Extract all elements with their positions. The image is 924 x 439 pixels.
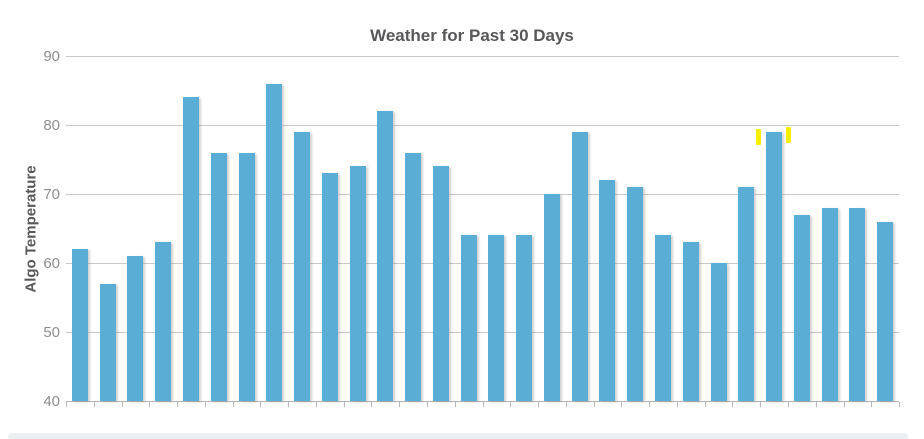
bar-day-13[interactable]	[405, 152, 422, 401]
bar-day-23[interactable]	[682, 242, 699, 401]
bar-day-7[interactable]	[238, 152, 255, 401]
gridline-70	[66, 194, 899, 195]
x-tick	[204, 402, 206, 407]
x-tick	[538, 402, 539, 407]
x-tick	[593, 402, 595, 407]
bar-day-9[interactable]	[294, 131, 310, 401]
bar-day-16[interactable]	[488, 235, 505, 401]
x-tick	[121, 402, 123, 407]
x-tick	[815, 402, 817, 407]
x-tick	[621, 402, 623, 407]
x-tick	[232, 402, 234, 407]
gridline-50	[66, 332, 899, 333]
bar-day-6[interactable]	[210, 152, 227, 401]
x-tick	[787, 402, 789, 407]
bottom-panel-edge	[8, 433, 908, 439]
bar-day-20[interactable]	[599, 180, 616, 401]
bar-day-8[interactable]	[266, 83, 283, 401]
x-tick	[93, 402, 95, 407]
x-tick	[732, 402, 734, 407]
bar-day-2[interactable]	[99, 283, 116, 401]
x-tick	[177, 402, 179, 407]
bar-day-29[interactable]	[849, 207, 866, 401]
y-axis-label: Algo Temperature	[22, 165, 40, 293]
plot-area	[66, 56, 900, 407]
bar-day-10[interactable]	[321, 173, 338, 401]
x-tick	[315, 402, 317, 407]
y-tick-label-90: 90	[43, 48, 60, 65]
y-tick-label-80: 80	[43, 117, 60, 134]
y-tick-label-50: 50	[43, 324, 60, 341]
y-tick-label-60: 60	[43, 255, 60, 272]
bar-day-14[interactable]	[432, 166, 449, 401]
gridline-80	[66, 125, 899, 126]
x-tick	[510, 402, 512, 407]
bar-day-21[interactable]	[627, 187, 644, 401]
bar-day-4[interactable]	[155, 242, 172, 401]
x-tick	[66, 402, 67, 407]
bar-day-25[interactable]	[738, 187, 755, 401]
x-tick	[454, 402, 456, 407]
x-tick	[343, 402, 345, 407]
x-tick	[704, 402, 706, 407]
x-tick	[149, 402, 151, 407]
bar-day-27[interactable]	[793, 214, 810, 401]
x-tick	[288, 402, 290, 407]
bar-day-12[interactable]	[377, 111, 394, 401]
bar-day-19[interactable]	[571, 131, 588, 401]
x-tick	[649, 402, 651, 407]
x-tick	[260, 402, 262, 407]
bar-day-28[interactable]	[821, 207, 838, 401]
gridline-60	[66, 263, 899, 264]
bar-day-15[interactable]	[460, 235, 477, 401]
highlight-dash-right	[785, 126, 791, 143]
bar-day-11[interactable]	[349, 166, 366, 401]
x-tick	[899, 402, 900, 407]
gridline-40	[66, 401, 899, 402]
bar-day-30[interactable]	[877, 221, 894, 401]
y-tick-label-40: 40	[43, 393, 60, 410]
x-tick	[482, 402, 484, 407]
x-tick	[565, 402, 567, 407]
y-tick-label-70: 70	[43, 186, 60, 203]
bar-day-18[interactable]	[543, 194, 560, 401]
x-tick	[871, 402, 873, 407]
bar-day-17[interactable]	[516, 235, 533, 401]
highlight-dash-left	[756, 128, 761, 145]
bar-day-26[interactable]	[766, 131, 782, 401]
bar-day-22[interactable]	[655, 235, 671, 401]
x-tick	[399, 402, 401, 407]
gridline-90	[66, 56, 899, 57]
x-tick	[371, 402, 373, 407]
bar-day-1[interactable]	[71, 249, 88, 401]
x-tick	[427, 402, 428, 407]
x-tick	[760, 402, 762, 407]
bar-day-5[interactable]	[182, 97, 199, 401]
x-tick	[843, 402, 845, 407]
chart-title: Weather for Past 30 Days	[370, 26, 574, 45]
bar-day-3[interactable]	[127, 256, 144, 401]
x-tick	[676, 402, 678, 407]
bar-day-24[interactable]	[710, 263, 727, 401]
